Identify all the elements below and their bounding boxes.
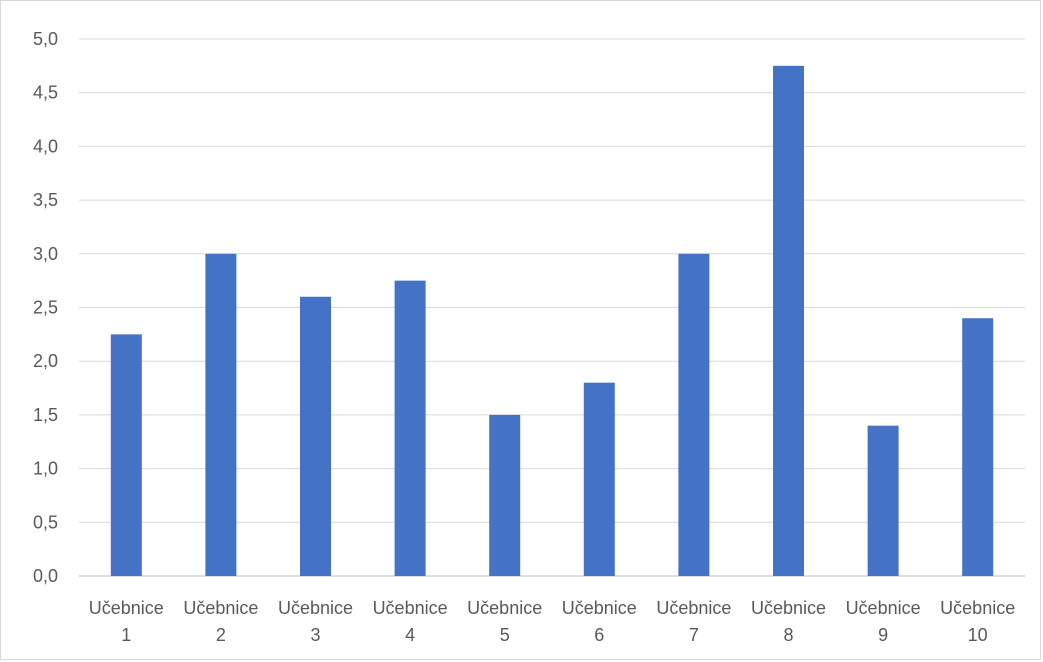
- y-axis-tick-labels: 0,0 0,5 1,0 1,5 2,0 2,5 3,0 3,5 4,0 4,5 5,0: [33, 29, 58, 586]
- x-category-label: 4: [405, 625, 415, 645]
- x-category-label: 6: [594, 625, 604, 645]
- x-category-label: Učebnice: [751, 598, 826, 618]
- y-tick-label: 2,5: [33, 298, 58, 318]
- y-tick-label: 5,0: [33, 29, 58, 49]
- bar: [489, 414, 521, 576]
- bar: [394, 280, 426, 576]
- bar: [300, 296, 331, 576]
- y-tick-label: 4,0: [33, 136, 58, 156]
- y-tick-label: 2,0: [33, 351, 58, 371]
- bar: [678, 253, 710, 577]
- y-tick-label: 0,0: [33, 566, 58, 586]
- x-category-label: Učebnice: [183, 598, 258, 618]
- x-category-label: 8: [783, 625, 793, 645]
- bar: [205, 253, 237, 577]
- x-category-label: 10: [968, 625, 988, 645]
- x-category-label: Učebnice: [278, 598, 353, 618]
- y-tick-label: 4,5: [33, 83, 58, 103]
- y-tick-label: 1,5: [33, 405, 58, 425]
- bar: [773, 65, 804, 576]
- bar: [110, 334, 142, 576]
- x-category-label: Učebnice: [940, 598, 1015, 618]
- bar: [867, 425, 899, 576]
- x-category-label: Učebnice: [846, 598, 921, 618]
- y-tick-label: 1,0: [33, 459, 58, 479]
- x-category-label: Učebnice: [373, 598, 448, 618]
- x-category-label: 5: [500, 625, 510, 645]
- x-category-label: 1: [121, 625, 131, 645]
- bars: [110, 65, 994, 577]
- x-category-label: 7: [689, 625, 699, 645]
- gridlines: [79, 38, 1025, 577]
- x-category-label: 2: [216, 625, 226, 645]
- y-tick-label: 0,5: [33, 512, 58, 532]
- x-axis-category-labels: Učebnice 1 Učebnice 2 Učebnice 3 Učebnice 4 Učeb…: [89, 598, 1015, 645]
- x-category-label: 3: [310, 625, 320, 645]
- bar: [962, 318, 994, 576]
- x-category-label: Učebnice: [89, 598, 164, 618]
- y-tick-label: 3,5: [33, 190, 58, 210]
- x-category-label: Učebnice: [656, 598, 731, 618]
- x-category-label: Učebnice: [562, 598, 637, 618]
- x-category-label: 9: [878, 625, 888, 645]
- y-tick-label: 3,0: [33, 244, 58, 264]
- bar: [583, 382, 615, 576]
- x-category-label: Učebnice: [467, 598, 542, 618]
